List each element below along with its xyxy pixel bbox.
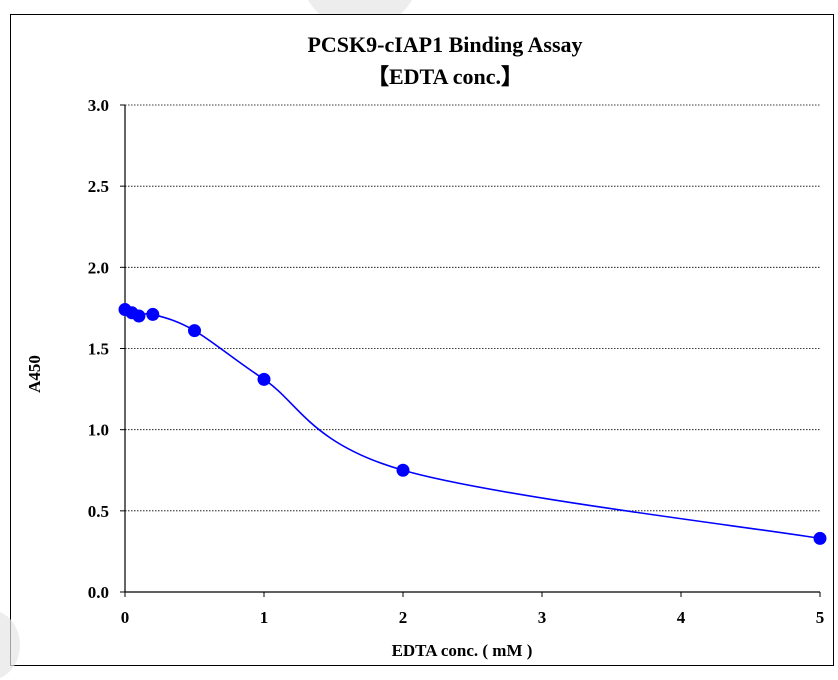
y-tick-label-1: 0.5 (88, 502, 109, 521)
y-axis-label: A450 (25, 355, 44, 393)
y-tick-label-3: 1.5 (88, 340, 109, 359)
watermark-shape-bottom-left (0, 610, 20, 680)
data-point-6 (396, 463, 410, 477)
data-series (118, 303, 827, 545)
y-tick-label-4: 2.0 (88, 258, 109, 277)
chart-title: PCSK9-cIAP1 Binding Assay (307, 32, 582, 57)
data-point-4 (188, 324, 201, 338)
chart-frame (10, 14, 834, 666)
series-line-0 (124, 308, 821, 540)
y-tick-label-5: 2.5 (88, 177, 109, 196)
data-point-7 (813, 531, 827, 545)
x-tick-label-4: 4 (677, 608, 686, 627)
gridlines (125, 104, 820, 512)
data-point-3 (146, 307, 160, 321)
x-tick-label-1: 1 (260, 608, 269, 627)
x-tick-label-0: 0 (121, 608, 130, 627)
tick-labels: 0.0 0.5 1.0 1.5 2.0 2.5 3.0 0 1 2 3 4 5 (88, 96, 825, 627)
data-point-2 (132, 309, 146, 323)
axes (120, 104, 821, 597)
x-tick-label-5: 5 (816, 608, 825, 627)
x-axis-label: EDTA conc. ( mM ) (392, 641, 533, 660)
y-tick-label-0: 0.0 (88, 583, 109, 602)
data-point-5 (257, 372, 271, 386)
y-tick-label-6: 3.0 (88, 96, 109, 115)
x-tick-label-2: 2 (399, 608, 408, 627)
y-tick-label-2: 1.0 (88, 421, 109, 440)
x-tick-label-3: 3 (538, 608, 547, 627)
chart-subtitle: 【EDTA conc.】 (367, 64, 523, 89)
